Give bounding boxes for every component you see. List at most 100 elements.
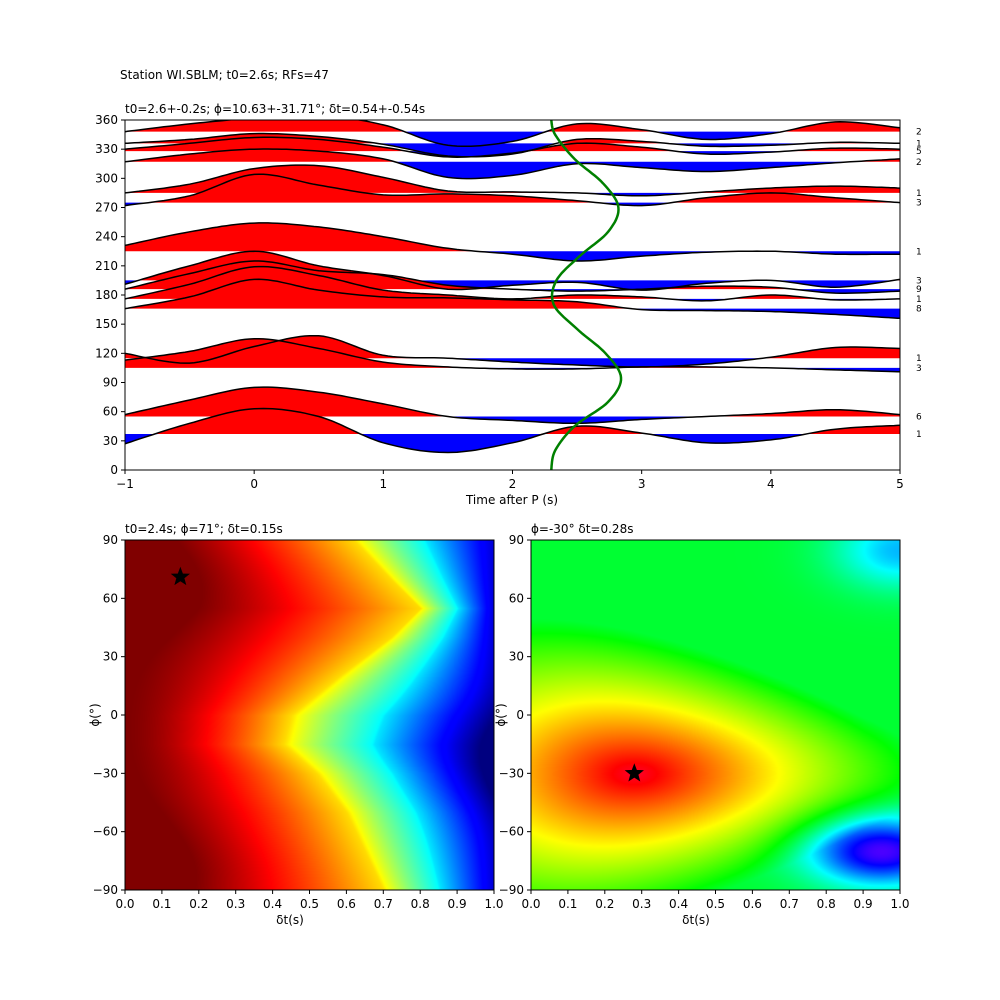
trace-6-positive-fill bbox=[125, 174, 900, 203]
grid-search-right-y-label: ϕ(°) bbox=[494, 703, 508, 726]
x-tick-label: 0.9 bbox=[448, 897, 467, 911]
receiver-function-panel-title: t0=2.6+-0.2s; ϕ=10.63+-31.71°; δt=0.54+-… bbox=[125, 102, 425, 116]
x-tick-label: 1.0 bbox=[890, 897, 909, 911]
y-tick-label: 180 bbox=[95, 288, 118, 302]
trace-5-line bbox=[125, 164, 900, 197]
grid-search-left-best-star bbox=[170, 566, 190, 586]
trace-11-negative-fill bbox=[125, 308, 900, 319]
receiver-function-x-ticks: −1 0 1 2 3 4 5 bbox=[116, 470, 904, 491]
grid-search-right-heatmap bbox=[531, 540, 900, 890]
y-tick-label: 240 bbox=[95, 230, 118, 244]
trace-15-line bbox=[125, 407, 900, 454]
y-tick-label: −60 bbox=[499, 825, 524, 839]
x-tick-label: 0.5 bbox=[706, 897, 725, 911]
x-tick-label: 0.4 bbox=[263, 897, 282, 911]
grid-search-right-panel: ϕ=-30° δt=0.28s 0.0 0.1 0.2 0.3 0.4 0.5 0.6 0.7… bbox=[494, 522, 910, 927]
trace-15-positive-fill bbox=[125, 408, 900, 435]
trace-14-positive-fill bbox=[125, 387, 900, 417]
y-tick-label: −30 bbox=[93, 766, 118, 780]
trace-14-line bbox=[125, 386, 900, 425]
x-tick-label: 0.3 bbox=[226, 897, 245, 911]
y-tick-label: −30 bbox=[499, 766, 524, 780]
trace-13-line bbox=[125, 337, 900, 373]
trace-6-line bbox=[125, 173, 900, 207]
y-tick-label: 60 bbox=[103, 591, 118, 605]
trace-count-label: 1 bbox=[916, 295, 922, 305]
x-tick-label: 0.1 bbox=[152, 897, 171, 911]
x-tick-label: 1.0 bbox=[484, 897, 503, 911]
y-tick-label: 90 bbox=[509, 533, 524, 547]
trace-15 bbox=[125, 408, 900, 453]
x-tick-label: 3 bbox=[638, 477, 646, 491]
y-tick-label: 60 bbox=[509, 591, 524, 605]
y-tick-label: 150 bbox=[95, 317, 118, 331]
trace-count-label: 2 bbox=[916, 158, 922, 168]
grid-search-right-best-star bbox=[624, 763, 644, 782]
y-tick-label: 30 bbox=[509, 650, 524, 664]
y-tick-label: 210 bbox=[95, 259, 118, 273]
trace-count-label: 2 bbox=[916, 128, 922, 138]
trace-12-line bbox=[125, 334, 900, 368]
grid-search-left-y-ticks: −90 −60 −30 0 30 60 90 bbox=[93, 533, 125, 897]
trace-2-line bbox=[125, 132, 900, 158]
trace-2-negative-fill bbox=[125, 143, 900, 157]
grid-search-left-title: t0=2.4s; ϕ=71°; δt=0.15s bbox=[125, 522, 283, 536]
trace-count-label: 3 bbox=[916, 276, 922, 286]
y-tick-label: 300 bbox=[95, 171, 118, 185]
trace-count-label: 1 bbox=[916, 430, 922, 440]
trace-count-label: 1 bbox=[916, 247, 922, 257]
trace-3-line bbox=[125, 136, 900, 158]
x-tick-label: 0.6 bbox=[337, 897, 356, 911]
trace-4-line bbox=[125, 148, 900, 180]
grid-search-right-x-label: δt(s) bbox=[682, 913, 710, 927]
y-tick-label: 270 bbox=[95, 201, 118, 215]
y-tick-label: 330 bbox=[95, 142, 118, 156]
y-tick-label: 60 bbox=[103, 405, 118, 419]
x-tick-label: 0.8 bbox=[817, 897, 836, 911]
x-tick-label: 0.8 bbox=[411, 897, 430, 911]
x-tick-label: 0.4 bbox=[669, 897, 688, 911]
trace-11-positive-fill bbox=[125, 279, 900, 309]
grid-search-right-y-ticks: −90 −60 −30 0 30 60 90 bbox=[499, 533, 531, 897]
receiver-function-panel: t0=2.6+-0.2s; ϕ=10.63+-31.71°; δt=0.54+-… bbox=[95, 102, 922, 507]
figure-title: Station WI.SBLM; t0=2.6s; RFs=47 bbox=[120, 68, 329, 82]
y-tick-label: 0 bbox=[110, 708, 118, 722]
trace-4-positive-fill bbox=[125, 149, 900, 162]
x-tick-label: 5 bbox=[896, 477, 904, 491]
trace-11 bbox=[125, 279, 900, 319]
y-tick-label: 30 bbox=[103, 650, 118, 664]
y-tick-label: −90 bbox=[93, 883, 118, 897]
y-tick-label: 90 bbox=[103, 376, 118, 390]
trace-1-line bbox=[125, 120, 900, 148]
grid-search-right-title: ϕ=-30° δt=0.28s bbox=[531, 522, 633, 536]
x-tick-label: 0.0 bbox=[521, 897, 540, 911]
trace-9-negative-fill bbox=[125, 289, 900, 294]
receiver-function-y-ticks: 0 30 60 90 120 150 180 210 240 270 300 330 360 bbox=[95, 113, 125, 477]
t0-curve-line bbox=[550, 120, 623, 470]
t0-model-curve bbox=[550, 120, 623, 470]
trace-count-label: 1 bbox=[916, 139, 922, 149]
x-tick-label: 0.7 bbox=[374, 897, 393, 911]
y-tick-label: 30 bbox=[103, 434, 118, 448]
trace-3-positive-fill bbox=[125, 137, 900, 152]
trace-3 bbox=[125, 137, 900, 158]
trace-15-negative-fill bbox=[125, 434, 900, 453]
trace-7-negative-fill bbox=[125, 251, 900, 261]
y-tick-label: 0 bbox=[516, 708, 524, 722]
trace-9-line bbox=[125, 260, 900, 294]
trace-4-negative-fill bbox=[125, 161, 900, 179]
trace-11-line bbox=[125, 278, 900, 320]
trace-7 bbox=[125, 222, 900, 261]
x-tick-label: 4 bbox=[767, 477, 775, 491]
y-tick-label: −60 bbox=[93, 825, 118, 839]
grid-search-left-heatmap bbox=[125, 540, 494, 890]
trace-8-line bbox=[125, 250, 900, 291]
grid-search-left-star-icon bbox=[170, 566, 190, 586]
trace-1 bbox=[125, 120, 900, 147]
trace-count-label: 1 bbox=[916, 189, 922, 199]
trace-count-label: 3 bbox=[916, 199, 922, 209]
grid-search-right-x-ticks: 0.0 0.1 0.2 0.3 0.4 0.5 0.6 0.7 0.8 0.9 1.0 bbox=[521, 890, 910, 911]
trace-7-positive-fill bbox=[125, 222, 900, 252]
